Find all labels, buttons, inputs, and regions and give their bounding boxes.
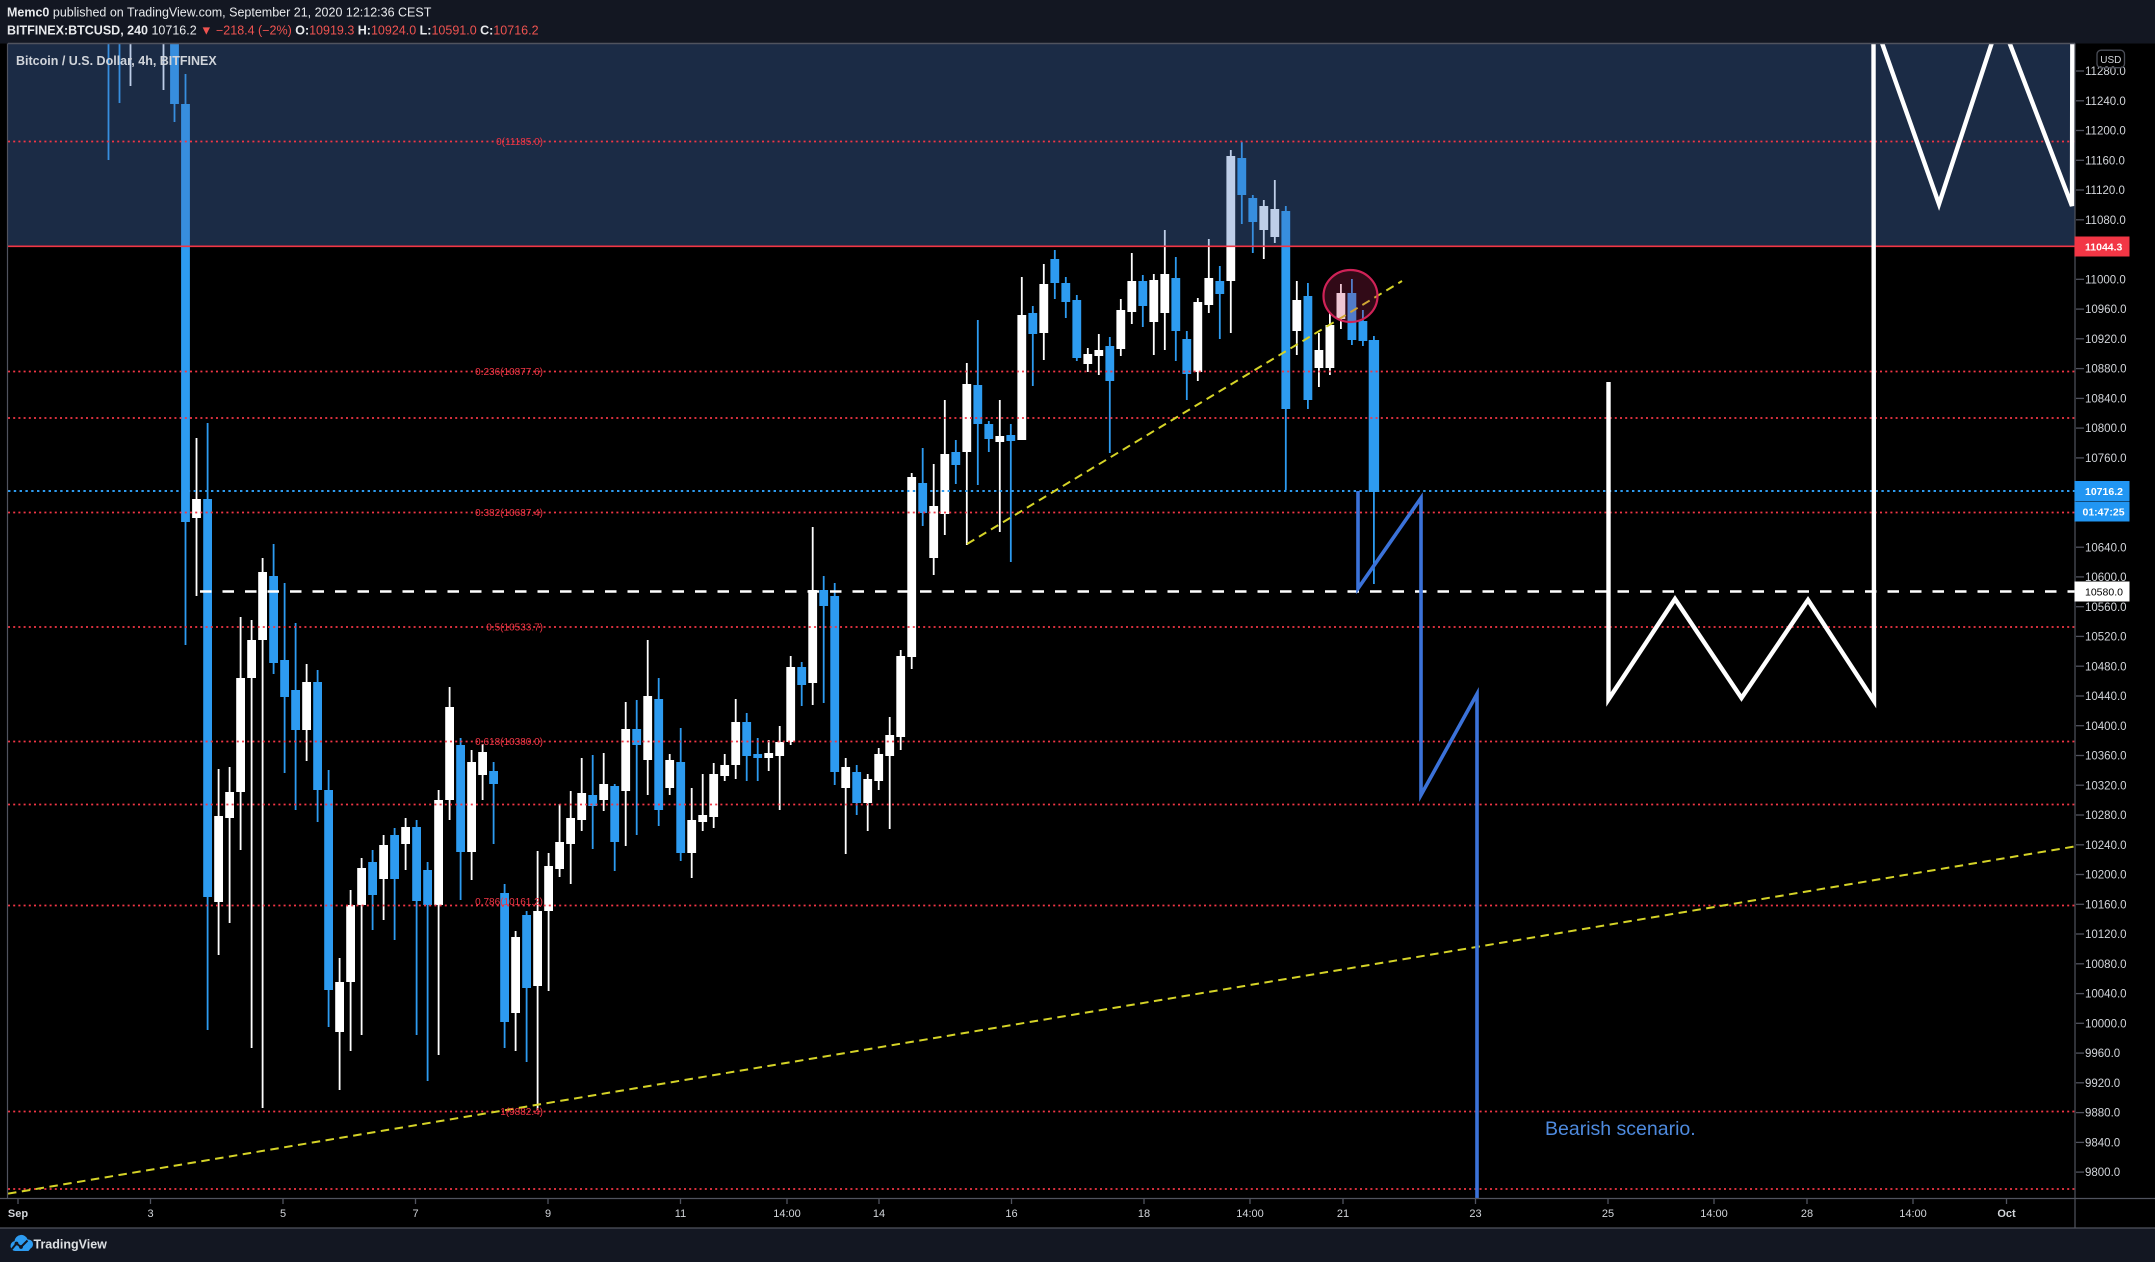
svg-text:10040.0: 10040.0 xyxy=(2085,989,2127,1001)
svg-text:Bitcoin / U.S. Dollar, 4h, BIT: Bitcoin / U.S. Dollar, 4h, BITFINEX xyxy=(16,54,217,68)
svg-text:TradingView: TradingView xyxy=(34,1238,108,1252)
svg-text:10160.0: 10160.0 xyxy=(2085,899,2127,911)
svg-text:01:47:25: 01:47:25 xyxy=(2083,506,2125,518)
svg-text:10880.0: 10880.0 xyxy=(2085,364,2127,376)
svg-text:0.5(10533.7): 0.5(10533.7) xyxy=(486,623,543,634)
svg-text:11240.0: 11240.0 xyxy=(2085,96,2126,108)
svg-text:0.618(10380.0): 0.618(10380.0) xyxy=(475,737,543,748)
svg-text:14:00: 14:00 xyxy=(1700,1208,1728,1220)
svg-text:11200.0: 11200.0 xyxy=(2085,126,2126,138)
svg-text:10560.0: 10560.0 xyxy=(2085,602,2127,614)
svg-text:Oct: Oct xyxy=(1997,1208,2016,1220)
svg-text:9: 9 xyxy=(545,1208,551,1220)
svg-text:10120.0: 10120.0 xyxy=(2085,929,2127,941)
svg-text:10400.0: 10400.0 xyxy=(2085,721,2127,733)
svg-text:10716.2: 10716.2 xyxy=(2085,486,2123,498)
svg-text:9840.0: 9840.0 xyxy=(2085,1138,2120,1150)
svg-text:9880.0: 9880.0 xyxy=(2085,1108,2120,1120)
svg-text:18: 18 xyxy=(1138,1208,1150,1220)
svg-text:0.786(10161.2): 0.786(10161.2) xyxy=(475,897,543,908)
svg-text:10280.0: 10280.0 xyxy=(2085,810,2127,822)
svg-text:11280.0: 11280.0 xyxy=(2085,66,2126,78)
svg-text:10600.0: 10600.0 xyxy=(2085,572,2127,584)
svg-text:Sep: Sep xyxy=(8,1208,28,1220)
svg-text:BITFINEX:BTCUSD, 240 10716.2: BITFINEX:BTCUSD, 240 10716.2 ▼ −218.4 (−… xyxy=(7,24,539,38)
svg-text:11120.0: 11120.0 xyxy=(2085,185,2125,197)
svg-text:10240.0: 10240.0 xyxy=(2085,840,2127,852)
svg-text:10480.0: 10480.0 xyxy=(2085,661,2127,673)
svg-text:0.236(10877.6): 0.236(10877.6) xyxy=(475,367,543,378)
svg-text:Memc0 published on TradingView: Memc0 published on TradingView.com, Sept… xyxy=(7,6,432,20)
svg-text:10760.0: 10760.0 xyxy=(2085,453,2127,465)
svg-text:28: 28 xyxy=(1801,1208,1813,1220)
svg-text:11000.0: 11000.0 xyxy=(2085,274,2126,286)
svg-text:10800.0: 10800.0 xyxy=(2085,423,2127,435)
svg-text:7: 7 xyxy=(412,1208,418,1220)
svg-text:0(11185.0): 0(11185.0) xyxy=(496,137,543,148)
svg-text:10580.0: 10580.0 xyxy=(2085,587,2123,599)
svg-text:23: 23 xyxy=(1469,1208,1481,1220)
svg-text:11044.3: 11044.3 xyxy=(2085,241,2123,253)
svg-text:10320.0: 10320.0 xyxy=(2085,780,2127,792)
svg-text:9920.0: 9920.0 xyxy=(2085,1078,2120,1090)
svg-text:11080.0: 11080.0 xyxy=(2085,215,2126,227)
svg-text:25: 25 xyxy=(1602,1208,1614,1220)
svg-text:10840.0: 10840.0 xyxy=(2085,394,2127,406)
svg-text:10360.0: 10360.0 xyxy=(2085,751,2127,763)
svg-text:10440.0: 10440.0 xyxy=(2085,691,2127,703)
svg-text:14: 14 xyxy=(873,1208,885,1220)
svg-text:10520.0: 10520.0 xyxy=(2085,632,2127,644)
svg-text:9800.0: 9800.0 xyxy=(2085,1167,2120,1179)
svg-text:14:00: 14:00 xyxy=(773,1208,801,1220)
svg-text:10080.0: 10080.0 xyxy=(2085,959,2127,971)
svg-text:14:00: 14:00 xyxy=(1899,1208,1927,1220)
svg-text:Bearish scenario.: Bearish scenario. xyxy=(1545,1118,1696,1140)
svg-text:14:00: 14:00 xyxy=(1236,1208,1264,1220)
svg-text:10640.0: 10640.0 xyxy=(2085,542,2127,554)
svg-text:0.382(10687.4): 0.382(10687.4) xyxy=(475,508,543,519)
svg-text:9960.0: 9960.0 xyxy=(2085,1048,2120,1060)
svg-text:11: 11 xyxy=(675,1208,686,1220)
svg-text:3: 3 xyxy=(147,1208,153,1220)
svg-text:21: 21 xyxy=(1337,1208,1349,1220)
svg-text:11160.0: 11160.0 xyxy=(2085,155,2125,167)
svg-text:5: 5 xyxy=(280,1208,286,1220)
svg-text:1(9882.4): 1(9882.4) xyxy=(500,1107,543,1118)
svg-text:10000.0: 10000.0 xyxy=(2085,1018,2127,1030)
svg-text:10200.0: 10200.0 xyxy=(2085,870,2127,882)
svg-text:10960.0: 10960.0 xyxy=(2085,304,2127,316)
svg-text:USD: USD xyxy=(2100,55,2121,66)
svg-text:10920.0: 10920.0 xyxy=(2085,334,2127,346)
svg-text:16: 16 xyxy=(1005,1208,1017,1220)
